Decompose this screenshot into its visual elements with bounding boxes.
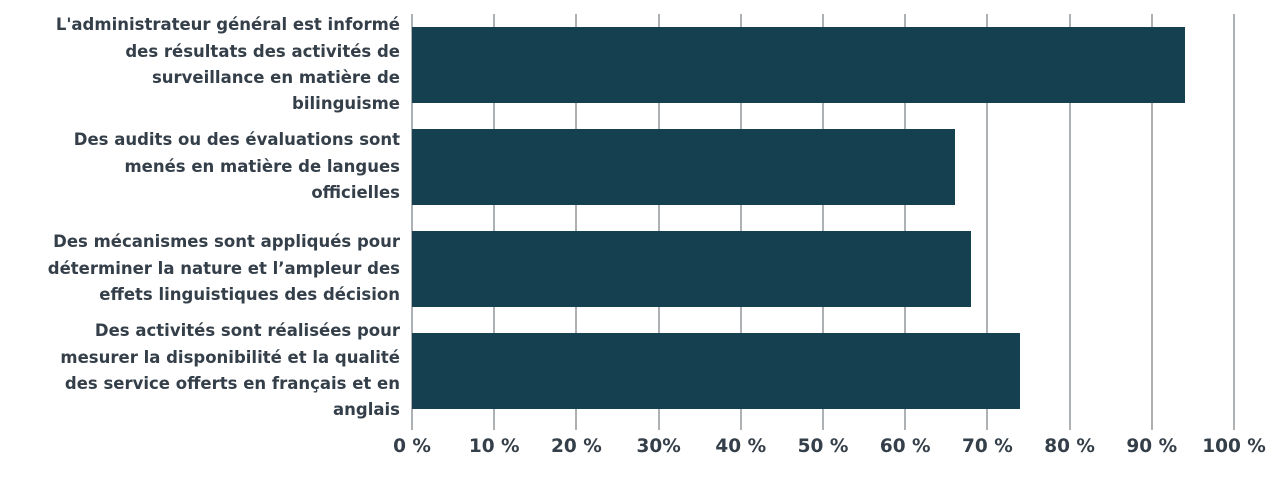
x-axis-tick-label: 30% (636, 436, 681, 457)
category-label: Des audits ou des évaluations sont menés… (73, 130, 400, 203)
gridline (1233, 14, 1235, 422)
category-label: L'administrateur général est informé des… (55, 15, 400, 114)
gridline (493, 14, 496, 422)
x-axis-tick-label: 100 % (1202, 436, 1266, 457)
bar (412, 129, 955, 205)
x-axis-tick-label: 70 % (962, 436, 1013, 457)
axis-tick (822, 422, 824, 430)
x-axis-tick-label: 60 % (879, 436, 931, 457)
axis-tick (411, 422, 413, 430)
x-axis-tick-label: 90 % (1126, 436, 1178, 457)
x-axis-tick-label: 40 % (715, 436, 767, 457)
gridline (657, 14, 660, 422)
x-axis-tick-label: 50 % (797, 436, 849, 457)
x-axis-tick-label: 20 % (551, 436, 602, 457)
bar (412, 333, 1021, 409)
axis-tick (1233, 422, 1235, 430)
bar-row (412, 116, 1234, 218)
bar-row (412, 320, 1234, 422)
gridline (904, 14, 907, 422)
bar-row (412, 14, 1234, 116)
axis-tick (575, 422, 578, 430)
gridline (822, 14, 824, 422)
gridline (1068, 14, 1071, 422)
bar-row (412, 218, 1234, 320)
gridline (411, 14, 413, 422)
gridline (1150, 14, 1153, 422)
bars-area (412, 14, 1234, 422)
category-label: Des activités sont réalisées pour mesure… (60, 321, 400, 420)
axis-ticks (411, 422, 1235, 430)
axis-tick (739, 422, 742, 430)
gridline (986, 14, 989, 422)
axis-tick (1068, 422, 1071, 430)
x-axis-tick-label: 80 % (1044, 436, 1095, 457)
category-labels: L'administrateur général est informé des… (0, 14, 400, 422)
x-axis-tick-label: 10 % (468, 436, 520, 457)
axis-tick (493, 422, 496, 430)
category-label: Des mécanismes sont appliqués pour déter… (47, 232, 400, 305)
gridline (739, 14, 742, 422)
axis-tick (904, 422, 907, 430)
bar (412, 27, 1185, 103)
axis-tick (986, 422, 989, 430)
axis-tick (1150, 422, 1153, 430)
gridlines (411, 14, 1235, 422)
x-axis-labels: 0 % 10 % 20 % 30% 40 % 50 % 60 % 70 % 80 % 90 % 10… (393, 436, 1266, 466)
x-axis-tick-label: 0 % (393, 436, 431, 457)
axis-tick (657, 422, 660, 430)
plot-area (411, 14, 1235, 430)
gridline (575, 14, 578, 422)
bar (412, 231, 971, 307)
